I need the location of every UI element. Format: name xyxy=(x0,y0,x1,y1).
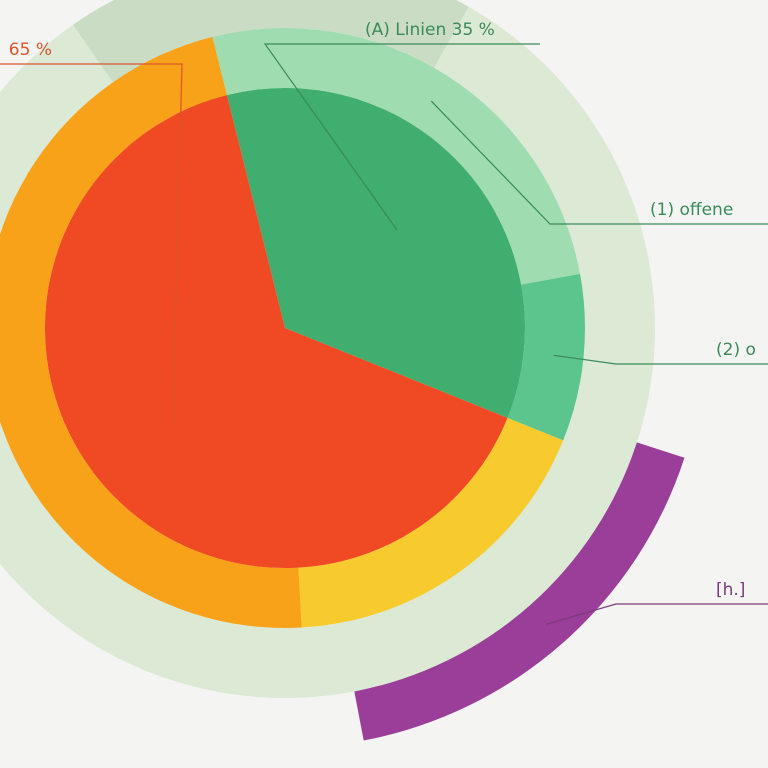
segment-label: (2) o xyxy=(716,340,756,360)
segment xyxy=(45,95,508,568)
segment xyxy=(226,87,526,418)
labels: (A) Linien 35 % 65 % (1) offene (2) o [h.] xyxy=(0,20,768,625)
segment-label: (A) Linien 35 % xyxy=(365,20,495,40)
segment xyxy=(212,27,581,285)
leader-line xyxy=(430,100,768,225)
segment xyxy=(354,442,685,741)
rings xyxy=(0,0,685,741)
leader-line xyxy=(546,603,768,625)
segment xyxy=(507,273,585,441)
segment-label: 65 % xyxy=(9,40,52,60)
segment xyxy=(298,417,564,628)
leader-line xyxy=(553,354,768,365)
leader-line xyxy=(0,63,183,426)
leader-line xyxy=(263,43,540,231)
segment xyxy=(0,36,302,628)
segment-label: [h.] xyxy=(716,580,745,600)
segment xyxy=(72,0,469,83)
segment-label: (1) offene xyxy=(650,200,733,220)
segment xyxy=(0,6,655,698)
